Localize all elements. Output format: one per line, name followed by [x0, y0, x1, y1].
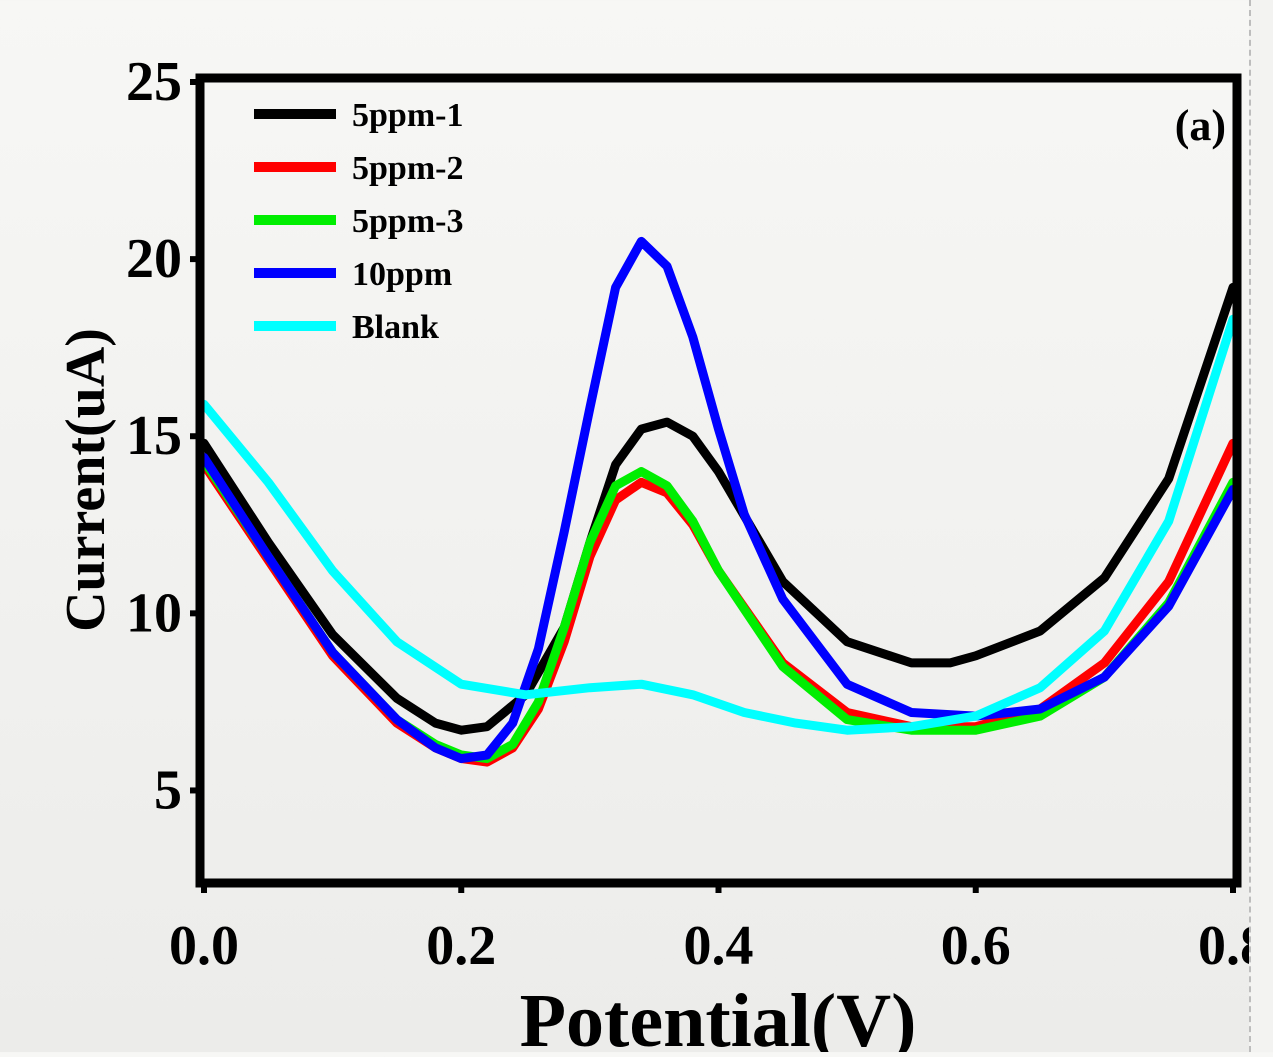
- x-axis-title: Potential(V): [520, 979, 917, 1052]
- y-tick-label: 25: [126, 51, 182, 113]
- x-tick-label: 0.6: [941, 915, 1011, 977]
- legend-label: 5ppm-3: [352, 203, 463, 240]
- legend-label: 5ppm-2: [352, 150, 463, 187]
- y-tick-label: 10: [126, 582, 182, 644]
- panel-label: (a): [1175, 101, 1226, 150]
- series-line-1: [199, 282, 1238, 735]
- legend-label: 10ppm: [352, 256, 452, 293]
- series-layer: [199, 236, 1238, 767]
- y-tick-label: 5: [154, 759, 182, 821]
- legend-label: Blank: [352, 309, 439, 346]
- series-line-3: [199, 456, 1238, 764]
- y-tick-label: 20: [126, 228, 182, 290]
- x-tick-label: 0.0: [169, 915, 239, 977]
- page-edge: [1249, 0, 1273, 1052]
- legend: 5ppm-1 5ppm-2 5ppm-3 10ppm Blank: [254, 97, 463, 346]
- legend-label: 5ppm-1: [352, 97, 463, 134]
- x-tick-label: 0.4: [684, 915, 754, 977]
- y-axis-title: Current(uA): [55, 328, 117, 632]
- y-tick-label: 15: [126, 405, 182, 467]
- x-tick-label: 0.2: [426, 915, 496, 977]
- series-line-5: [199, 314, 1238, 735]
